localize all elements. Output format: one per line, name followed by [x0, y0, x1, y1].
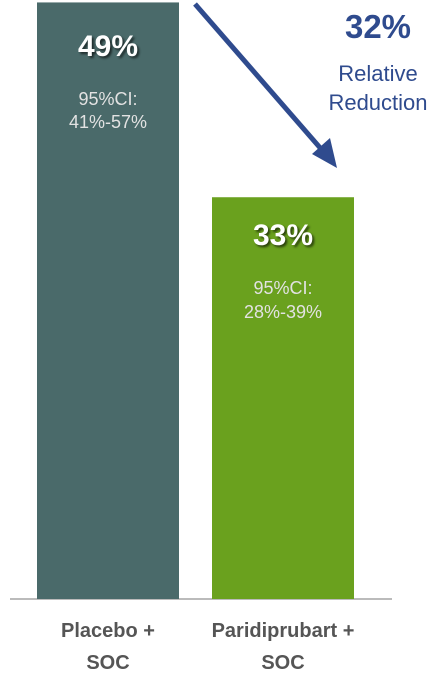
bar [37, 2, 179, 600]
bar [212, 197, 354, 600]
x-tick-label: Paridiprubart + SOC [211, 620, 355, 674]
ci-label: 95%CI: 28%-39% [243, 278, 323, 322]
data-label: 49% [77, 30, 139, 63]
annotation-value: 32% [344, 8, 412, 45]
data-label: 33% [252, 219, 314, 253]
annotation-text: Relative Reduction [328, 61, 428, 115]
ci-label: 95%CI: 41%-57% [68, 89, 148, 133]
x-tick-label: Placebo + SOC [61, 620, 155, 674]
arrow-head [312, 138, 337, 168]
arrow [193, 2, 324, 152]
